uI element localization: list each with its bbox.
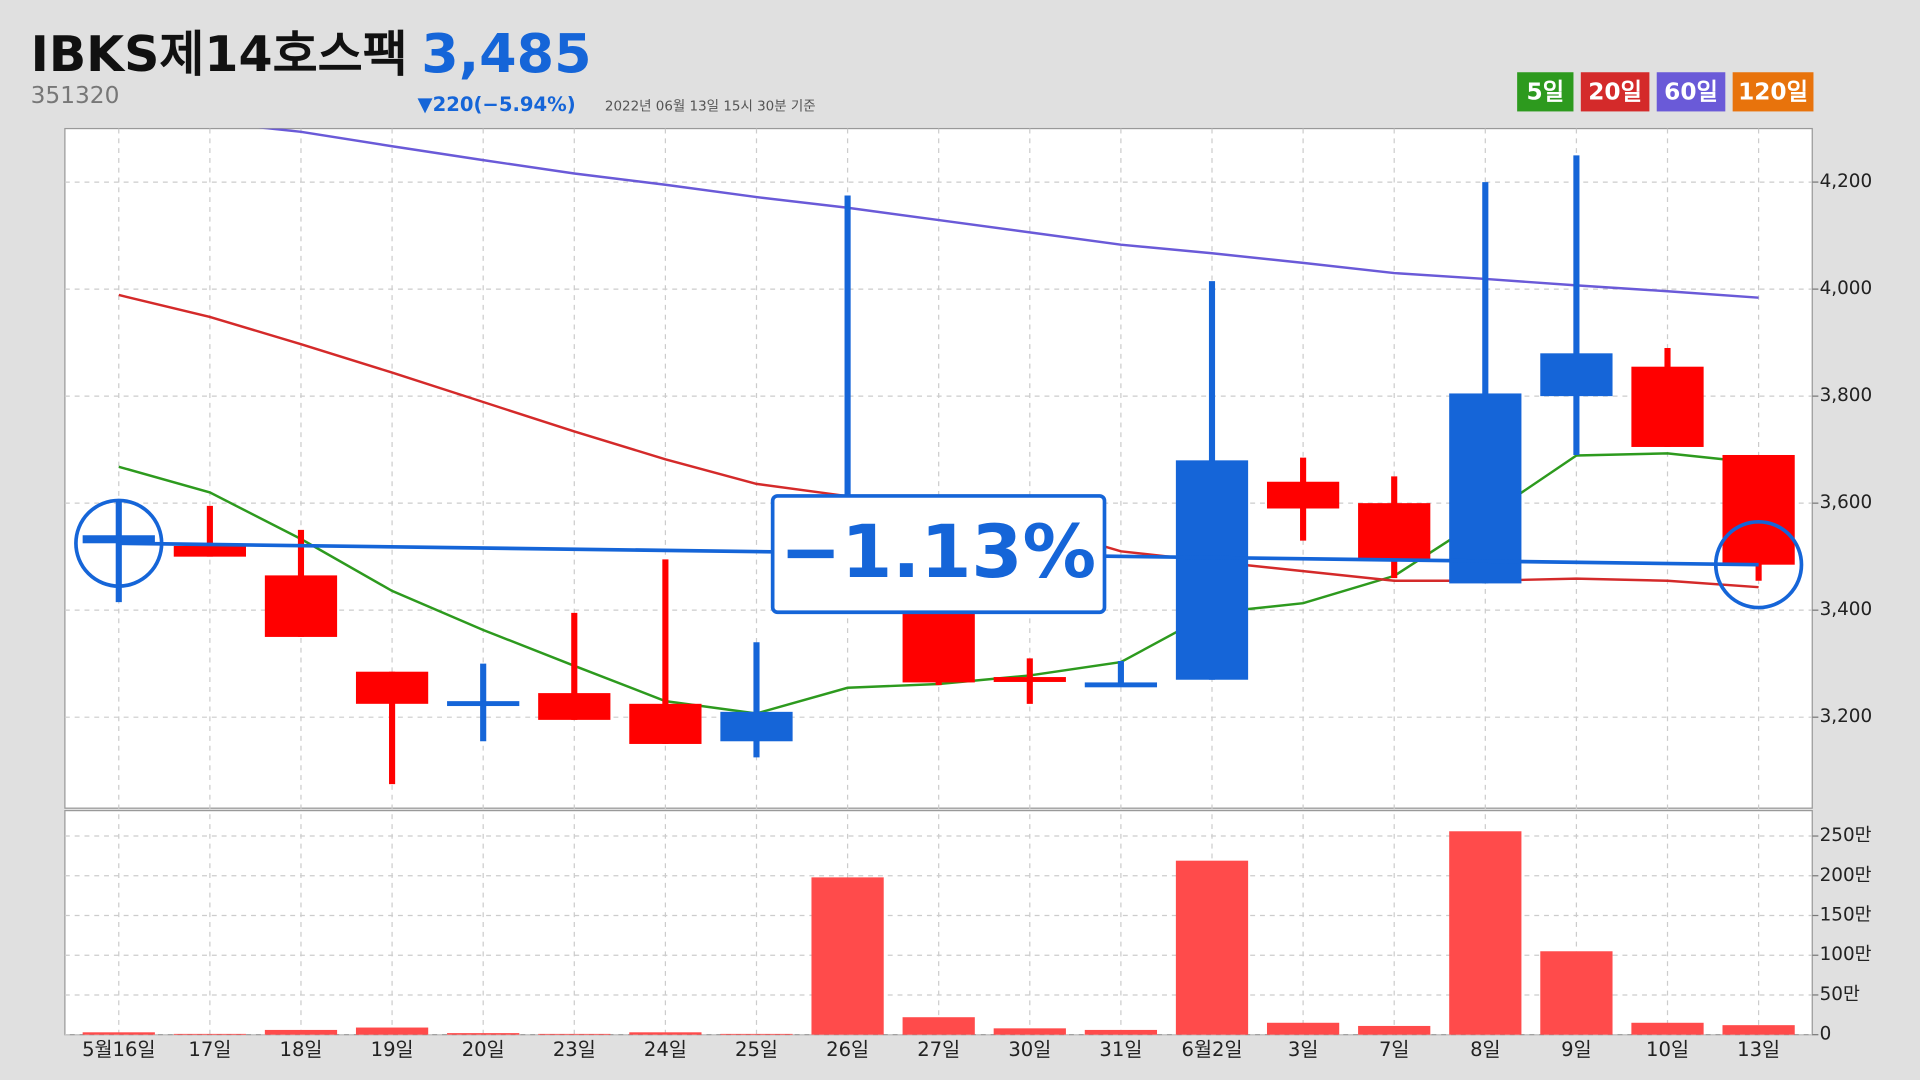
legend-box [1656, 72, 1726, 112]
y-tick-label: 100만 [1820, 944, 1872, 965]
x-tick-label: 13일 [1737, 1038, 1780, 1061]
x-tick-label: 6월2일 [1182, 1038, 1243, 1061]
candle-body [1084, 682, 1158, 688]
x-tick-label: 20일 [462, 1038, 505, 1061]
volume-bar [447, 1033, 520, 1035]
candle-body [173, 545, 246, 557]
candle-body [993, 677, 1066, 682]
y-tick-label: 150만 [1820, 905, 1872, 926]
x-tick-label: 3일 [1288, 1038, 1318, 1061]
volume-bar [1266, 1022, 1340, 1035]
timestamp: 2022년 06월 13일 15시 30분 기준 [605, 99, 816, 115]
price: 3,485 [421, 22, 591, 85]
volume-bar [1358, 1025, 1431, 1035]
x-tick-label: 25일 [735, 1038, 778, 1061]
highlight-circle [1713, 519, 1804, 610]
y-tick-label: 200만 [1820, 865, 1872, 886]
candle-body [1631, 366, 1704, 447]
y-tick-label: 0 [1820, 1024, 1832, 1045]
candle-body [1540, 353, 1613, 397]
annotation-box [770, 494, 1107, 615]
highlight-circle [74, 498, 164, 588]
y-tick-label: 4,000 [1820, 278, 1873, 299]
volume-bar [811, 877, 884, 1035]
x-tick-label: 7일 [1379, 1038, 1409, 1061]
x-tick-label: 26일 [826, 1038, 869, 1061]
x-tick-label: 31일 [1099, 1038, 1142, 1061]
legend-label: 60일 [1664, 79, 1718, 106]
x-tick-label: 17일 [188, 1038, 231, 1061]
volume-bar [82, 1032, 155, 1035]
x-tick-label: 24일 [644, 1038, 687, 1061]
y-tick-label: 3,400 [1820, 599, 1873, 620]
candle-body [355, 671, 429, 704]
legend-box [1580, 72, 1650, 112]
volume-bar [1449, 831, 1522, 1035]
volume-bar [1540, 951, 1613, 1035]
volume-bar [993, 1028, 1066, 1035]
volume-plot [82, 831, 1795, 1035]
legend-label: 20일 [1588, 79, 1642, 106]
x-tick-label: 19일 [371, 1038, 414, 1061]
y-tick-label: 250만 [1820, 825, 1872, 846]
candle-body [447, 701, 520, 707]
legend-box [1732, 72, 1814, 112]
stock-name: IBKS제14호스팩 [31, 26, 408, 83]
legend-label: 5일 [1527, 79, 1565, 106]
legend-box [1517, 72, 1574, 112]
x-tick-label: 10일 [1646, 1038, 1689, 1061]
y-tick-label: 3,800 [1820, 385, 1873, 406]
x-tick-label: 5월16일 [82, 1038, 155, 1061]
legend: 5일 20일 60일 120일 [1517, 72, 1814, 112]
candle-body [264, 575, 338, 637]
volume-bar [355, 1027, 429, 1035]
candle-body [1266, 481, 1340, 509]
overlay: −1.13% [74, 494, 1804, 615]
candle-body [1449, 393, 1522, 584]
volume-bar [1175, 860, 1249, 1035]
x-tick-label: 30일 [1008, 1038, 1051, 1061]
volume-bar [629, 1032, 702, 1035]
y-tick-label: 50만 [1820, 984, 1860, 1005]
candle-body [1175, 460, 1249, 680]
candle-body [538, 693, 611, 720]
volume-bar [173, 1033, 246, 1035]
x-tick-label: 9일 [1561, 1038, 1591, 1061]
volume-bar [538, 1033, 611, 1035]
stock-code: 351320 [31, 82, 120, 109]
volume-bar [720, 1033, 793, 1035]
y-tick-label: 3,600 [1820, 492, 1873, 513]
y-tick-label: 4,200 [1820, 171, 1873, 192]
volume-bar [902, 1017, 975, 1035]
x-tick-label: 8일 [1470, 1038, 1500, 1061]
y-tick-label: 3,200 [1820, 706, 1873, 727]
x-tick-label: 18일 [280, 1038, 323, 1061]
candle-body [1358, 503, 1431, 560]
volume-bar [1722, 1025, 1795, 1035]
candle-body [82, 535, 155, 544]
candle-body [720, 711, 793, 742]
candle-body [902, 610, 975, 683]
candle-body [629, 703, 702, 744]
candle-body [1722, 454, 1795, 565]
volume-bar [264, 1029, 338, 1035]
volume-bar [1084, 1029, 1158, 1035]
annotation: −1.13% [780, 510, 1096, 595]
legend-label: 120일 [1738, 79, 1808, 106]
x-tick-label: 27일 [917, 1038, 960, 1061]
volume-bar [1631, 1022, 1704, 1035]
change: ▼220(−5.94%) [418, 93, 576, 116]
x-tick-label: 23일 [553, 1038, 596, 1061]
